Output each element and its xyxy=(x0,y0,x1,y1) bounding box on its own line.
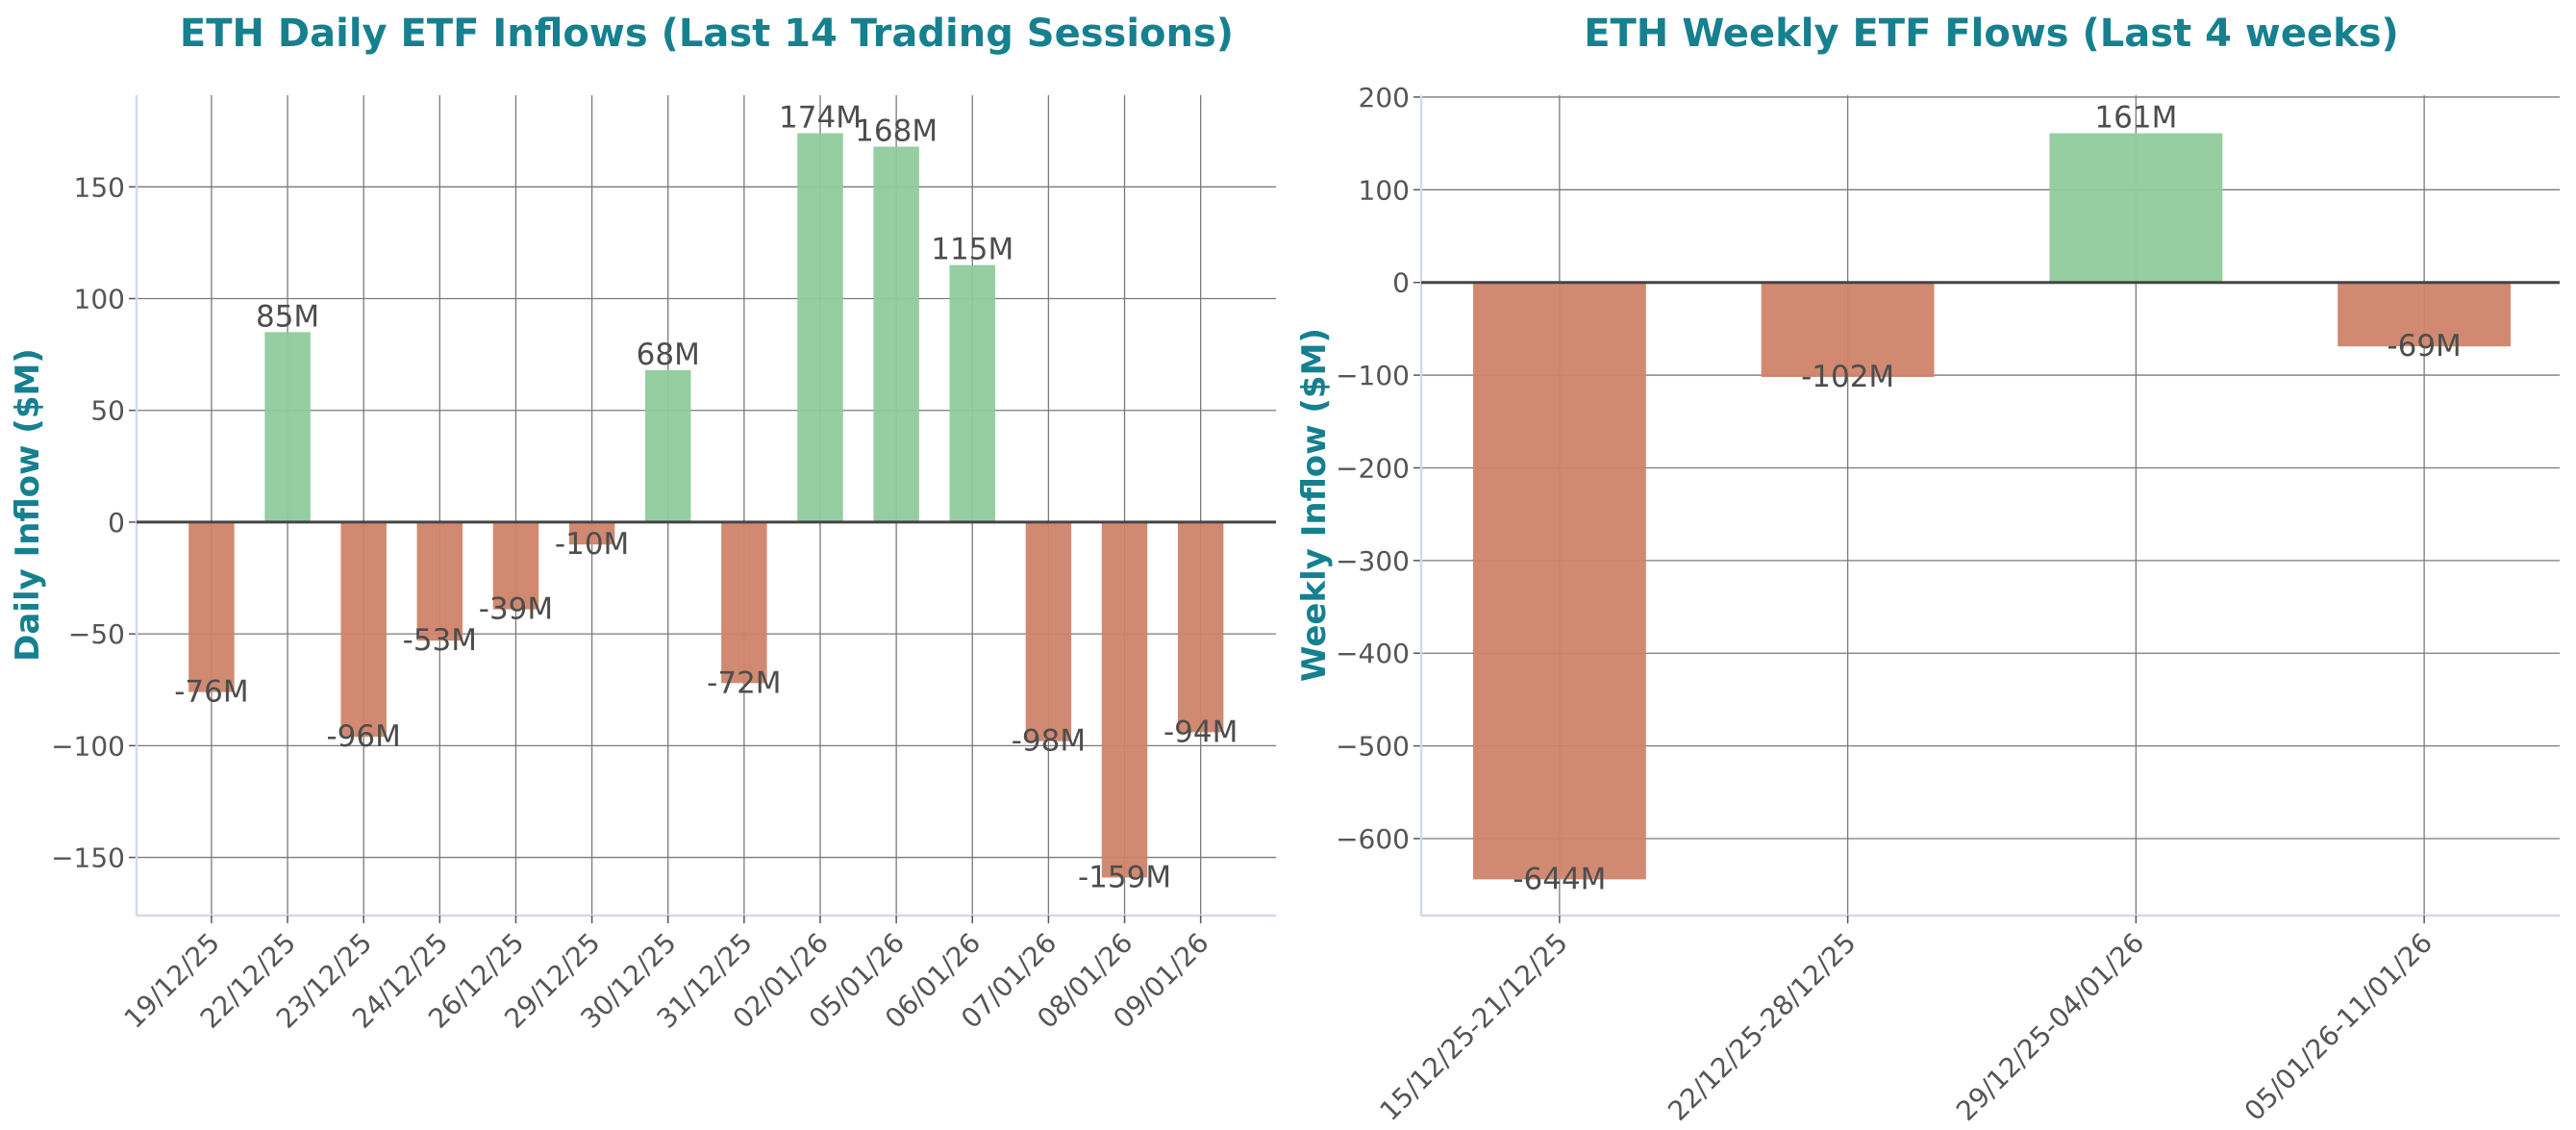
y-tick-label: 150 xyxy=(74,171,125,203)
bar xyxy=(264,332,311,522)
y-tick-label: 0 xyxy=(1392,267,1410,299)
data-label: -159M xyxy=(1078,860,1171,894)
x-tick-label: 29/12/25-04/01/26 xyxy=(1950,927,2150,1127)
y-tick-label: 100 xyxy=(74,284,125,315)
bar xyxy=(568,521,615,545)
data-label: 85M xyxy=(256,299,319,334)
y-tick-label: −100 xyxy=(51,730,125,762)
data-label: 174M xyxy=(779,101,862,136)
data-label: 161M xyxy=(2094,101,2177,136)
bar xyxy=(2049,133,2223,283)
data-label: -644M xyxy=(1513,862,1606,896)
bar xyxy=(644,369,691,522)
data-label: 68M xyxy=(637,338,700,372)
y-tick-label: −50 xyxy=(68,618,125,650)
bar xyxy=(416,521,463,641)
y-tick-label: −400 xyxy=(1336,638,1410,669)
data-label: -98M xyxy=(1012,724,1086,759)
y-tick-label: −300 xyxy=(1336,545,1410,577)
daily-inflows-chart: ETH Daily ETF Inflows (Last 14 Trading S… xyxy=(9,12,1276,1035)
bar xyxy=(492,521,539,610)
data-label: -76M xyxy=(174,675,248,710)
x-tick-label: 15/12/25-21/12/25 xyxy=(1373,927,1573,1127)
data-label: -102M xyxy=(1801,360,1894,394)
x-tick-label: 22/12/25-28/12/25 xyxy=(1662,927,1862,1127)
data-label: -10M xyxy=(555,527,629,562)
bar xyxy=(721,521,767,684)
bar xyxy=(1101,521,1148,878)
y-tick-label: 50 xyxy=(90,395,125,427)
bar xyxy=(1761,282,1935,378)
bar xyxy=(1177,521,1224,733)
bar xyxy=(949,264,996,522)
bar xyxy=(2338,282,2512,347)
chart-title: ETH Weekly ETF Flows (Last 4 weeks) xyxy=(1584,12,2399,56)
data-label: -39M xyxy=(479,592,553,627)
y-tick-label: −600 xyxy=(1336,823,1410,855)
data-label: 168M xyxy=(855,113,938,148)
y-tick-label: −500 xyxy=(1336,731,1410,763)
y-axis-label: Weekly Inflow ($M) xyxy=(1295,328,1334,682)
bar xyxy=(797,133,843,522)
data-label: -53M xyxy=(403,623,477,658)
bar xyxy=(188,521,235,692)
y-tick-label: −150 xyxy=(51,842,125,874)
y-tick-label: −100 xyxy=(1336,360,1410,391)
bar xyxy=(873,146,919,522)
x-tick-label: 05/01/26-11/01/26 xyxy=(2238,927,2438,1127)
y-tick-label: 0 xyxy=(108,507,125,539)
y-tick-label: 100 xyxy=(1359,174,1410,206)
data-label: 115M xyxy=(931,233,1013,267)
y-tick-label: 200 xyxy=(1359,82,1410,113)
bar xyxy=(1025,521,1072,741)
y-tick-label: −200 xyxy=(1336,452,1410,484)
data-label: -96M xyxy=(327,719,401,754)
bar xyxy=(340,521,387,738)
y-axis-label: Daily Inflow ($M) xyxy=(9,348,47,662)
weekly-flows-chart: ETH Weekly ETF Flows (Last 4 weeks) Week… xyxy=(1295,12,2560,1127)
data-label: -72M xyxy=(707,665,781,700)
bar xyxy=(1472,282,1646,880)
chart-title: ETH Daily ETF Inflows (Last 14 Trading S… xyxy=(180,12,1234,56)
data-label: -94M xyxy=(1163,715,1238,749)
data-label: -69M xyxy=(2387,329,2461,364)
